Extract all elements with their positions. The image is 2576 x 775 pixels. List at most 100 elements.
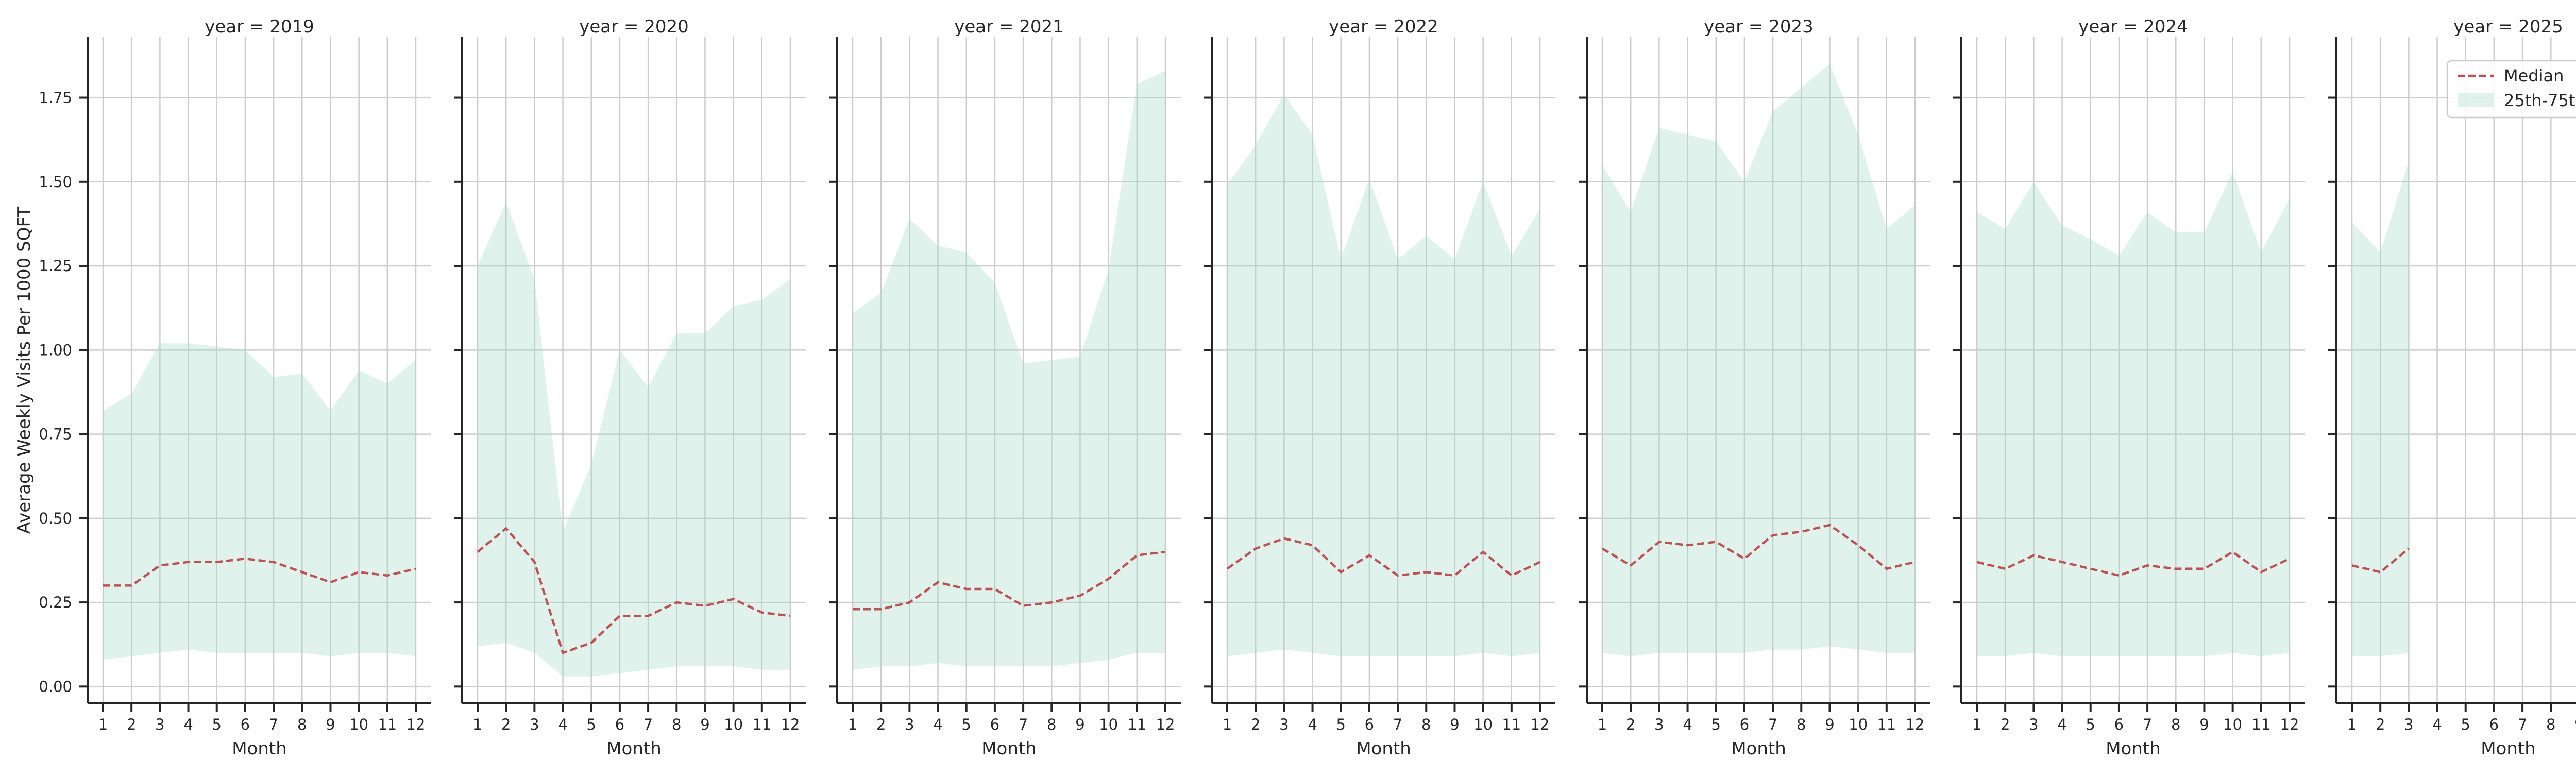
x-tick-label: 4 (183, 716, 193, 733)
x-tick-label: 5 (2086, 716, 2095, 733)
x-tick-label: 8 (2546, 716, 2555, 733)
percentile-band (1602, 64, 1915, 656)
facet-title: year = 2020 (579, 16, 688, 37)
x-tick-label: 6 (2489, 716, 2499, 733)
x-tick-label: 5 (1336, 716, 1346, 733)
x-tick-label: 6 (615, 716, 624, 733)
facet-2019: 0.000.250.500.751.001.251.501.751 2 3 4 5 6 7 8… (39, 16, 431, 759)
x-tick-label: 4 (933, 716, 942, 733)
x-axis-label: Month (606, 738, 662, 759)
x-tick-label: 3 (2404, 716, 2413, 733)
facet-title: year = 2024 (2078, 16, 2188, 37)
x-tick-label: 9 (326, 716, 335, 733)
x-tick-label: 3 (2029, 716, 2038, 733)
x-tick-label: 8 (1421, 716, 1431, 733)
x-tick-label: 5 (1711, 716, 1721, 733)
x-axis-label: Month (2481, 738, 2536, 759)
x-tick-label: 5 (212, 716, 222, 733)
x-tick-label: 10 (724, 716, 743, 733)
x-tick-label: 2 (501, 716, 511, 733)
facet-title: year = 2019 (205, 16, 314, 37)
x-tick-label: 10 (1473, 716, 1493, 733)
x-tick-label: 2 (876, 716, 886, 733)
x-tick-label: 11 (1127, 716, 1146, 733)
x-tick-label: 4 (2432, 716, 2442, 733)
x-tick-label: 8 (672, 716, 681, 733)
y-axis-label: Average Weekly Visits Per 1000 SQFT (14, 207, 35, 534)
x-tick-label: 5 (587, 716, 596, 733)
x-tick-label: 9 (700, 716, 709, 733)
median-line (853, 550, 1166, 611)
x-tick-label: 10 (1849, 716, 1868, 733)
x-tick-label: 1 (2347, 716, 2357, 733)
x-tick-label: 1 (1598, 716, 1607, 733)
y-tick-label: 1.00 (39, 341, 72, 359)
y-tick-label: 0.25 (39, 594, 72, 611)
x-tick-label: 11 (1502, 716, 1521, 733)
x-tick-label: 5 (962, 716, 971, 733)
x-tick-label: 12 (1156, 716, 1175, 733)
facet-title: year = 2023 (1704, 16, 1813, 37)
x-tick-label: 12 (781, 716, 800, 733)
x-tick-label: 2 (1251, 716, 1260, 733)
x-tick-label: 7 (1768, 716, 1777, 733)
x-tick-label: 9 (2199, 716, 2209, 733)
x-tick-label: 3 (1654, 716, 1664, 733)
x-tick-label: 9 (1450, 716, 1459, 733)
x-tick-label: 9 (1075, 716, 1084, 733)
x-tick-label: 12 (2280, 716, 2299, 733)
x-tick-label: 8 (1047, 716, 1056, 733)
median-line (1226, 537, 1540, 577)
x-axis-label: Month (232, 738, 287, 759)
median-line (477, 527, 791, 654)
x-tick-label: 7 (2518, 716, 2527, 733)
x-tick-label: 1 (848, 716, 857, 733)
y-tick-label: 1.25 (39, 257, 72, 275)
y-tick-label: 0.75 (39, 426, 72, 443)
x-tick-label: 3 (155, 716, 164, 733)
x-tick-label: 1 (473, 716, 482, 733)
x-tick-label: 2 (2001, 716, 2010, 733)
x-tick-label: 6 (2114, 716, 2124, 733)
x-tick-label: 7 (643, 716, 653, 733)
y-tick-label: 1.50 (39, 173, 72, 191)
x-axis-label: Month (1731, 738, 1786, 759)
legend: Median 25th-75th Percentile (2446, 60, 2576, 119)
x-tick-label: 10 (1099, 716, 1118, 733)
x-tick-label: 10 (349, 716, 368, 733)
median-line (103, 557, 416, 587)
legend-band-swatch (2458, 93, 2494, 107)
x-tick-label: 4 (1683, 716, 1692, 733)
median-line (1601, 524, 1916, 570)
x-tick-label: 3 (530, 716, 539, 733)
x-tick-label: 9 (1825, 716, 1834, 733)
x-tick-label: 11 (378, 716, 397, 733)
legend-median-label: Median (2504, 66, 2564, 86)
x-tick-label: 6 (241, 716, 250, 733)
x-tick-label: 7 (269, 716, 278, 733)
percentile-band (103, 343, 416, 660)
x-axis-label: Month (2106, 738, 2161, 759)
x-tick-label: 7 (2143, 716, 2152, 733)
percentile-band (1227, 94, 1540, 656)
x-tick-label: 12 (406, 716, 426, 733)
x-tick-label: 1 (1972, 716, 1981, 733)
legend-band-label: 25th-75th Percentile (2504, 91, 2576, 110)
percentile-band (478, 202, 790, 677)
x-tick-label: 11 (1877, 716, 1896, 733)
x-tick-label: 12 (1906, 716, 1925, 733)
x-tick-label: 10 (2223, 716, 2242, 733)
x-tick-label: 2 (2376, 716, 2385, 733)
y-tick-label: 0.00 (39, 678, 72, 695)
x-tick-label: 7 (1393, 716, 1402, 733)
facet-title: year = 2022 (1329, 16, 1438, 37)
x-tick-label: 2 (127, 716, 136, 733)
facet-title: year = 2021 (954, 16, 1063, 37)
x-tick-label: 11 (2251, 716, 2270, 733)
